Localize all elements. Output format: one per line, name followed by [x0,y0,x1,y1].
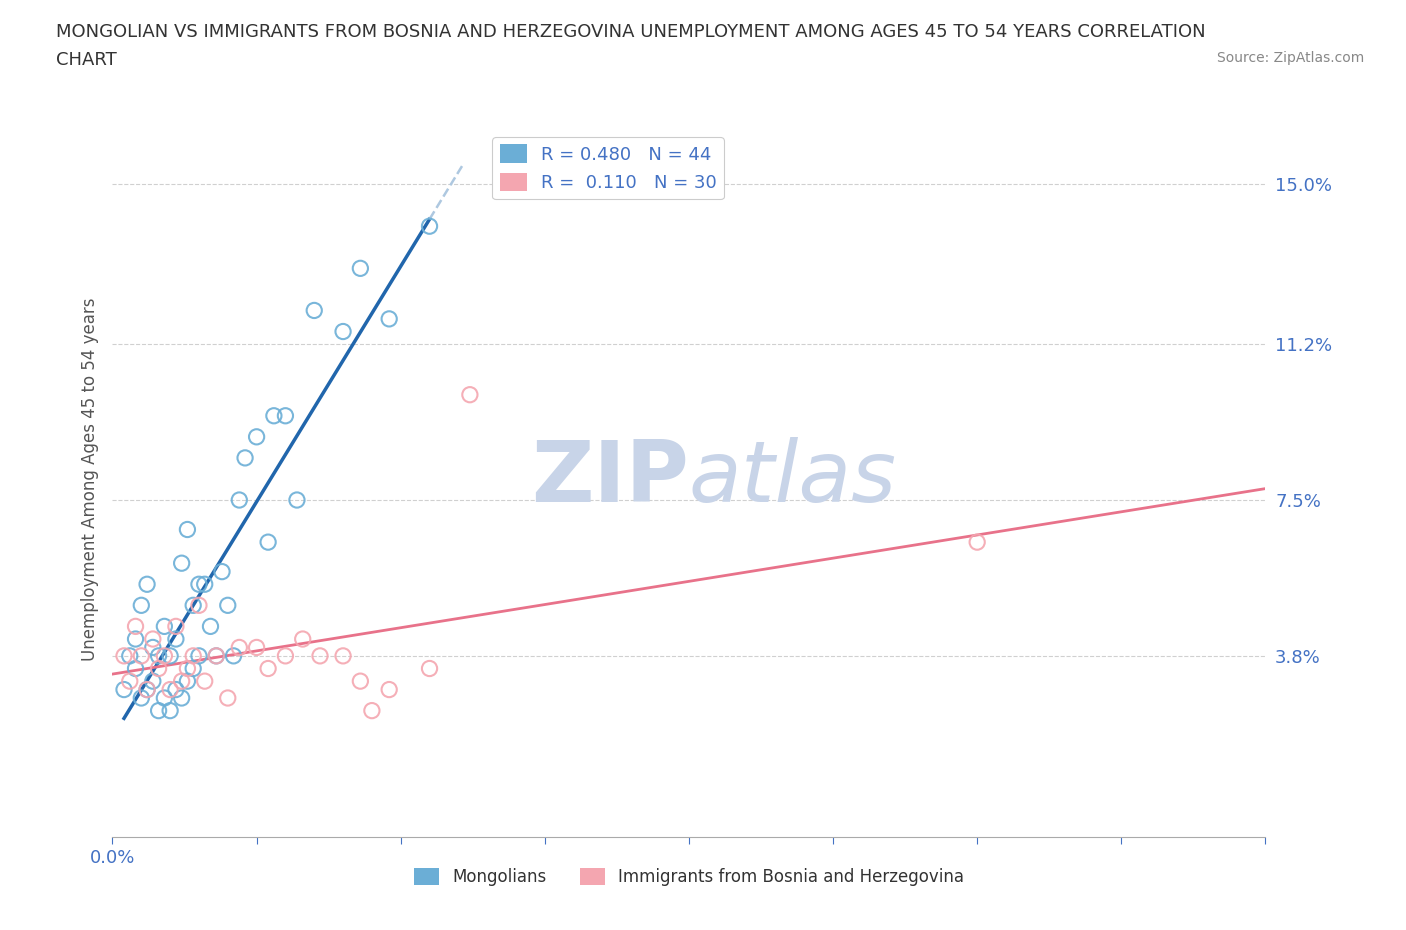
Point [378,682,401,697]
Y-axis label: Unemployment Among Ages 45 to 54 years: Unemployment Among Ages 45 to 54 years [80,298,98,660]
Point [118,648,141,663]
Point [181,648,204,663]
Point [170,673,193,688]
Point [349,673,371,688]
Point [129,648,153,663]
Point [159,703,181,718]
Point [217,691,239,706]
Point [419,661,441,676]
Text: MONGOLIAN VS IMMIGRANTS FROM BOSNIA AND HERZEGOVINA UNEMPLOYMENT AMONG AGES 45 T: MONGOLIAN VS IMMIGRANTS FROM BOSNIA AND … [56,23,1206,41]
Text: atlas: atlas [689,437,897,521]
Point [148,648,170,663]
Point [142,631,165,646]
Point [263,408,285,423]
Point [309,648,332,663]
Point [142,673,165,688]
Point [142,640,165,655]
Point [181,598,204,613]
Point [165,631,187,646]
Point [228,640,250,655]
Point [966,535,988,550]
Point [136,577,159,591]
Point [274,408,297,423]
Point [112,648,135,663]
Point [205,648,228,663]
Point [291,631,314,646]
Point [217,598,239,613]
Text: Source: ZipAtlas.com: Source: ZipAtlas.com [1216,51,1364,65]
Point [118,673,141,688]
Point [257,661,280,676]
Point [194,673,217,688]
Point [246,640,269,655]
Point [304,303,326,318]
Point [188,577,211,591]
Point [246,430,269,445]
Point [153,619,176,634]
Point [159,682,181,697]
Point [205,648,228,663]
Point [181,661,204,676]
Point [112,682,135,697]
Point [176,522,198,537]
Text: CHART: CHART [56,51,117,69]
Point [257,535,280,550]
Point [222,648,245,663]
Point [124,619,146,634]
Point [170,691,193,706]
Point [274,648,297,663]
Point [129,598,153,613]
Point [136,682,159,697]
Point [148,703,170,718]
Point [124,631,146,646]
Point [188,648,211,663]
Point [165,682,187,697]
Point [153,648,176,663]
Point [200,619,222,634]
Point [228,493,250,508]
Point [194,577,217,591]
Point [124,661,146,676]
Point [129,691,153,706]
Point [349,261,371,276]
Point [148,661,170,676]
Point [285,493,308,508]
Point [170,556,193,571]
Point [211,565,233,579]
Point [419,219,441,233]
Legend: Mongolians, Immigrants from Bosnia and Herzegovina: Mongolians, Immigrants from Bosnia and H… [408,861,970,893]
Point [136,682,159,697]
Point [458,387,481,402]
Point [176,673,198,688]
Point [360,703,382,718]
Text: ZIP: ZIP [531,437,689,521]
Point [165,619,187,634]
Point [176,661,198,676]
Point [378,312,401,326]
Point [233,450,256,465]
Point [188,598,211,613]
Point [332,324,354,339]
Point [159,648,181,663]
Point [153,691,176,706]
Point [332,648,354,663]
